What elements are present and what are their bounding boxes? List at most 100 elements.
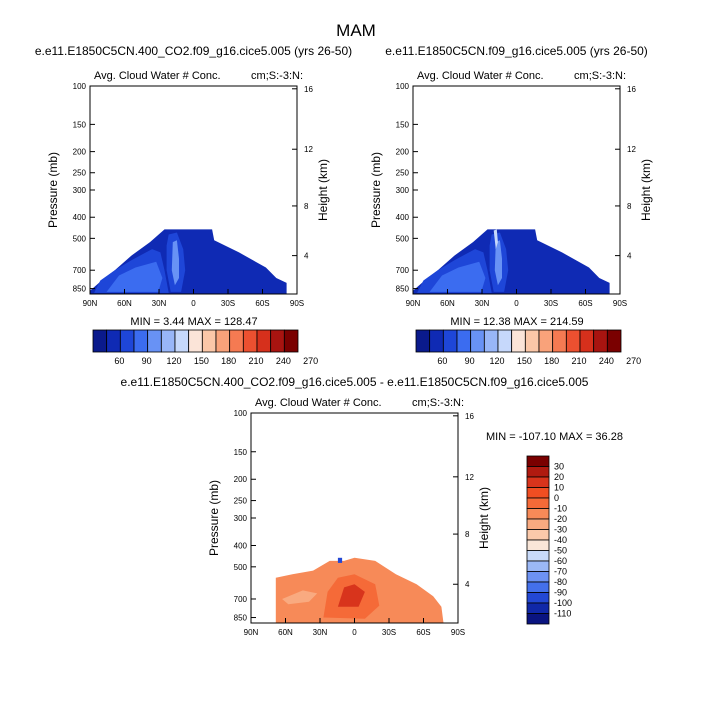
colorbar-box: [215, 329, 231, 353]
height-tick-label: 4: [304, 252, 309, 261]
colorbar-box: [270, 329, 285, 353]
height-tick-label: 4: [627, 252, 632, 261]
height-tick-label: 16: [465, 412, 474, 421]
y-axis-label: Pressure (mb): [46, 152, 60, 228]
colorbar-box: [526, 508, 550, 520]
y-tick-label: 500: [73, 234, 87, 243]
y-tick-label: 200: [234, 475, 248, 484]
x-tick-label: 90N: [83, 299, 98, 308]
x-tick-label: 60S: [416, 628, 430, 637]
y-tick-label: 850: [234, 614, 248, 623]
colorbar-label: 210: [571, 356, 586, 366]
height-tick-label: 12: [465, 473, 474, 482]
panel-subtitle-left: Avg. Cloud Water # Conc.: [94, 70, 221, 82]
panel-title: e.e11.E1850C5CN.400_CO2.f09_g16.cice5.00…: [35, 44, 352, 58]
x-tick-label: 30N: [475, 299, 490, 308]
colorbar-box: [593, 329, 608, 353]
colorbar-label: 60: [437, 356, 447, 366]
panel-2: e.e11.E1850C5CN.f09_g16.cice5.005 (yrs 2…: [369, 44, 653, 366]
height-axis-label: Height (km): [477, 487, 491, 549]
colorbar-box: [147, 329, 162, 353]
colorbar-label: 240: [276, 356, 291, 366]
x-tick-label: 60N: [278, 628, 293, 637]
colorbar-box: [524, 329, 540, 353]
colorbar-box: [174, 329, 190, 353]
x-tick-label: 60S: [578, 299, 592, 308]
contour-region-4: [282, 590, 318, 605]
panel-subtitle-right: cm;S:-3:N:: [251, 70, 303, 82]
colorbar-box: [511, 329, 526, 353]
colorbar-box: [283, 329, 299, 353]
y-tick-label: 200: [396, 148, 410, 157]
colorbar-box: [133, 329, 149, 353]
colorbar-label: -110: [554, 609, 571, 619]
colorbar-box: [526, 497, 550, 509]
x-tick-label: 90S: [290, 299, 304, 308]
y-tick-label: 100: [396, 82, 410, 91]
panel-title: e.e11.E1850C5CN.f09_g16.cice5.005 (yrs 2…: [385, 44, 648, 58]
colorbar: 60 90 120 150 180 210 240 270: [415, 329, 641, 366]
y-tick-label: 250: [73, 169, 87, 178]
height-tick-label: 8: [627, 202, 632, 211]
colorbar-box: [526, 539, 550, 551]
y-tick-label: 400: [234, 541, 248, 550]
colorbar-label: -50: [554, 546, 567, 556]
min-max-stats: MIN = -107.10 MAX = 36.28: [486, 431, 623, 443]
colorbar-box: [526, 592, 550, 604]
x-tick-label: 90N: [244, 628, 259, 637]
panel-subtitle-right: cm;S:-3:N:: [412, 397, 464, 409]
colorbar: 60 90 120 150 180 210 240 270: [92, 329, 318, 366]
colorbar-box: [92, 329, 108, 353]
colorbar-box: [526, 487, 550, 499]
colorbar-box: [415, 329, 431, 353]
contour-region-6: [493, 229, 498, 250]
x-tick-label: 60S: [255, 299, 269, 308]
x-tick-label: 60N: [440, 299, 455, 308]
colorbar-box: [579, 329, 595, 353]
colorbar-box: [470, 329, 485, 353]
height-tick-label: 4: [465, 580, 470, 589]
panel-subtitle-left: Avg. Cloud Water # Conc.: [255, 397, 382, 409]
contour-region-3: [106, 261, 163, 292]
colorbar-label: 90: [465, 356, 475, 366]
contour-region-3: [429, 261, 486, 292]
contour-fills: [275, 557, 444, 623]
contour-region-5: [171, 240, 179, 286]
y-tick-label: 700: [396, 266, 410, 275]
colorbar-box: [526, 476, 550, 488]
y-tick-label: 250: [234, 497, 248, 506]
colorbar-box: [119, 329, 135, 353]
y-tick-label: 850: [396, 285, 410, 294]
colorbar-label: 210: [248, 356, 263, 366]
panel-title: e.e11.E1850C5CN.400_CO2.f09_g16.cice5.00…: [121, 375, 589, 389]
colorbar-label: 60: [114, 356, 124, 366]
panel-subtitle-left: Avg. Cloud Water # Conc.: [417, 70, 544, 82]
colorbar-label: -90: [554, 588, 567, 598]
x-tick-label: 90N: [406, 299, 421, 308]
y-tick-label: 700: [234, 595, 248, 604]
colorbar-box: [552, 329, 567, 353]
colorbar-label: -60: [554, 556, 567, 566]
colorbar-label: 240: [599, 356, 614, 366]
y-tick-label: 250: [396, 169, 410, 178]
y-tick-label: 700: [73, 266, 87, 275]
y-tick-label: 300: [234, 514, 248, 523]
y-axis-label: Pressure (mb): [369, 152, 383, 228]
colorbar-box: [565, 329, 581, 353]
colorbar-label: -70: [554, 567, 567, 577]
colorbar-box: [456, 329, 472, 353]
colorbar-box: [256, 329, 272, 353]
colorbar-label: 30: [554, 462, 564, 472]
height-tick-label: 16: [627, 85, 636, 94]
y-tick-label: 150: [73, 120, 87, 129]
y-tick-label: 300: [396, 186, 410, 195]
panel-1: e.e11.E1850C5CN.400_CO2.f09_g16.cice5.00…: [35, 44, 352, 366]
y-tick-label: 150: [234, 448, 248, 457]
colorbar-box: [497, 329, 513, 353]
y-tick-label: 500: [396, 234, 410, 243]
colorbar-label: 120: [489, 356, 504, 366]
colorbar-label: 270: [303, 356, 318, 366]
colorbar-box: [526, 466, 550, 478]
colorbar-label: 270: [626, 356, 641, 366]
x-tick-label: 90S: [613, 299, 627, 308]
